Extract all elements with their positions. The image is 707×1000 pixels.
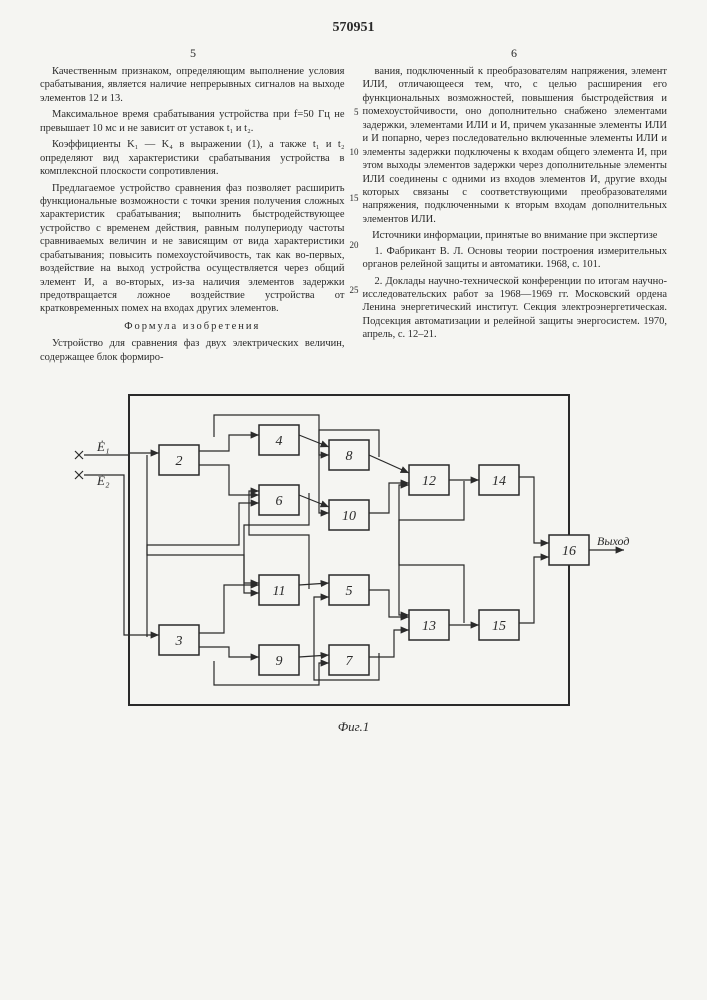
paragraph: Предлагаемое устройство сравнения фаз по… bbox=[40, 182, 345, 316]
svg-text:15: 15 bbox=[492, 619, 506, 634]
svg-text:8: 8 bbox=[345, 449, 352, 464]
paragraph: вания, подключенный к преобразователям н… bbox=[363, 65, 668, 226]
svg-text:16: 16 bbox=[562, 544, 576, 559]
svg-text:5: 5 bbox=[345, 584, 352, 599]
line-number: 15 bbox=[350, 193, 359, 205]
paragraph: Коэффициенты K₁ — K₄ в выражении (1), а … bbox=[40, 138, 345, 178]
paragraph: Устройство для сравнения фаз двух электр… bbox=[40, 337, 345, 364]
svg-text:7: 7 bbox=[345, 654, 353, 669]
line-number: 25 bbox=[350, 285, 359, 297]
col-left-num: 5 bbox=[190, 46, 196, 61]
line-number: 5 bbox=[354, 107, 359, 119]
column-numbers: 5 6 bbox=[40, 46, 667, 61]
page: 570951 5 6 Качественным признаком, опред… bbox=[0, 0, 707, 1000]
reference-item: 2. Доклады научно-технической конференци… bbox=[363, 275, 668, 342]
line-number: 10 bbox=[350, 147, 359, 159]
paragraph: Качественным признаком, определяющим вып… bbox=[40, 65, 345, 105]
diagram-container: Ė₁ Ė₂ 2 3 4 5 6 7 8 9 10 11 12 13 14 15 16 Выход bbox=[40, 385, 667, 715]
svg-text:11: 11 bbox=[272, 584, 285, 599]
block-diagram: Ė₁ Ė₂ 2 3 4 5 6 7 8 9 10 11 12 13 14 15 16 Выход bbox=[69, 385, 639, 715]
svg-text:Выход: Выход bbox=[597, 534, 629, 548]
doc-number: 570951 bbox=[40, 20, 667, 36]
svg-text:4: 4 bbox=[275, 434, 282, 449]
formula-heading: Формула изобретения bbox=[40, 320, 345, 333]
references-heading: Источники информации, принятые во вниман… bbox=[363, 229, 668, 242]
line-number: 20 bbox=[350, 240, 359, 252]
svg-text:6: 6 bbox=[275, 494, 282, 509]
col-right-num: 6 bbox=[511, 46, 517, 61]
svg-text:13: 13 bbox=[422, 619, 436, 634]
svg-text:Ė₂: Ė₂ bbox=[96, 473, 110, 488]
right-column: вания, подключенный к преобразователям н… bbox=[363, 65, 668, 367]
svg-text:2: 2 bbox=[175, 454, 182, 469]
left-column: Качественным признаком, определяющим вып… bbox=[40, 65, 345, 367]
svg-text:14: 14 bbox=[492, 474, 506, 489]
reference-item: 1. Фабрикант В. Л. Основы теории построе… bbox=[363, 245, 668, 272]
svg-text:Ė₁: Ė₁ bbox=[96, 439, 109, 454]
paragraph: Максимальное время срабатывания устройст… bbox=[40, 108, 345, 135]
figure-label: Фиг.1 bbox=[40, 719, 667, 735]
svg-text:12: 12 bbox=[422, 474, 436, 489]
svg-text:10: 10 bbox=[342, 509, 356, 524]
svg-text:3: 3 bbox=[174, 634, 182, 649]
text-columns: Качественным признаком, определяющим вып… bbox=[40, 65, 667, 367]
svg-text:9: 9 bbox=[275, 654, 282, 669]
